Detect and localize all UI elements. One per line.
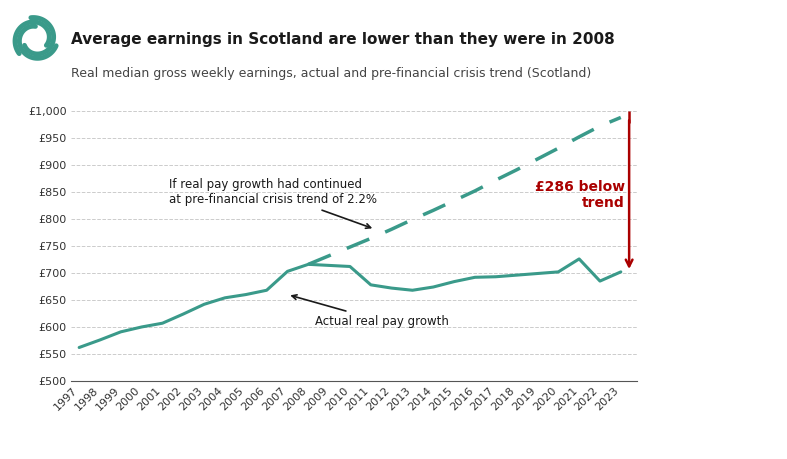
Text: Average earnings in Scotland are lower than they were in 2008: Average earnings in Scotland are lower t… (71, 32, 615, 47)
Text: Real median gross weekly earnings, actual and pre-financial crisis trend (Scotla: Real median gross weekly earnings, actua… (71, 67, 591, 79)
Text: If real pay growth had continued
at pre-financial crisis trend of 2.2%: If real pay growth had continued at pre-… (168, 179, 377, 228)
Text: Actual real pay growth: Actual real pay growth (292, 295, 449, 328)
Text: £286 below
trend: £286 below trend (535, 179, 625, 210)
